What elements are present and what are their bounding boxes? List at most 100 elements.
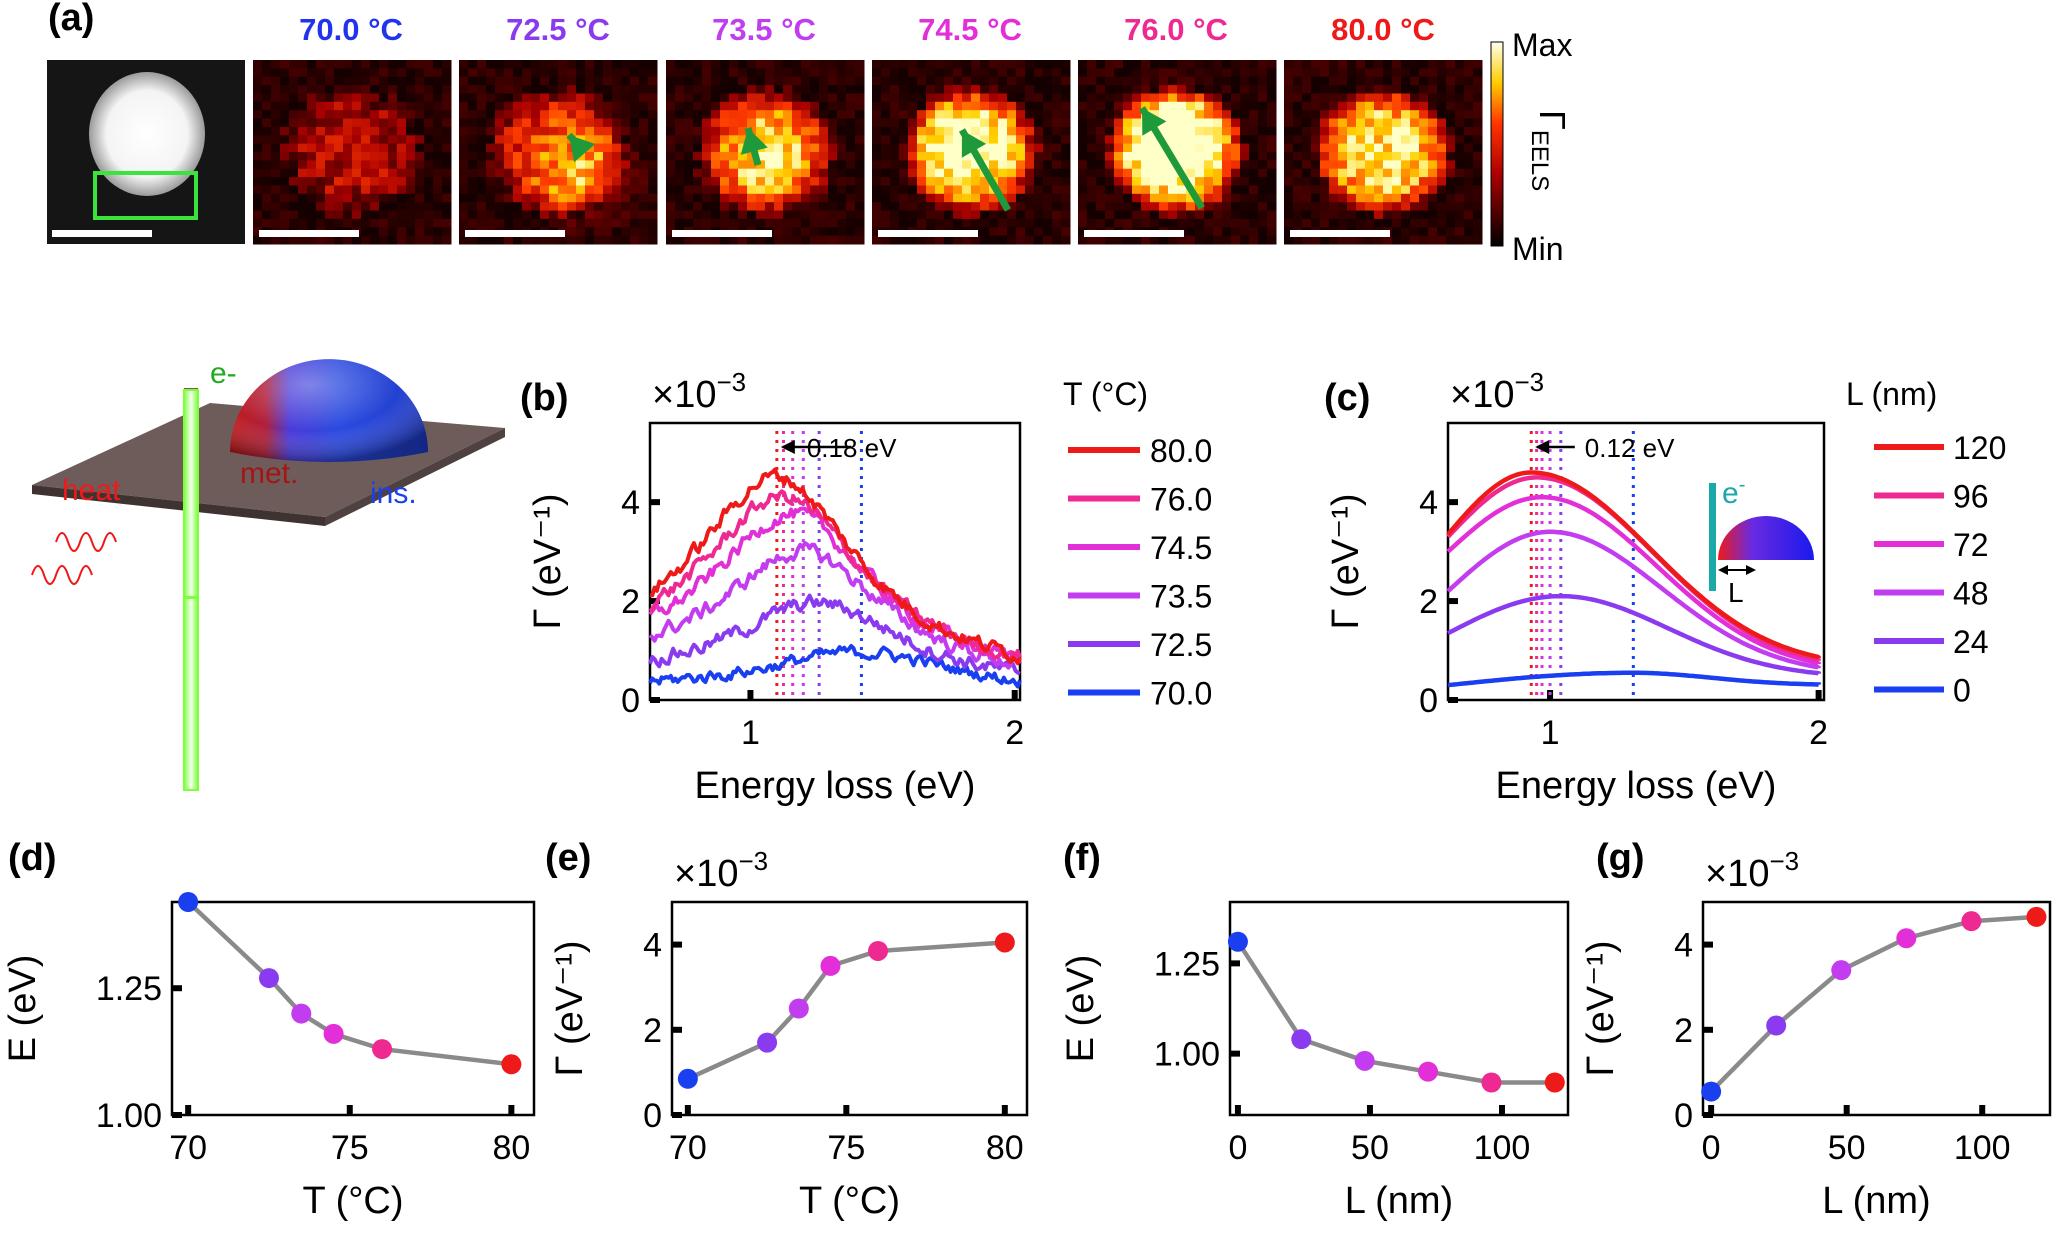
data-point [1701,1081,1722,1102]
arrow-head-icon [961,130,987,158]
y-tick-label: 4 [643,927,662,965]
data-point [1896,928,1917,949]
panel-a-maps: 70.0 °C 72.5 °C 73.5 °C 74.5 °C 76.0 °C … [47,12,1573,267]
x-axis-label: Energy loss (eV) [695,765,976,807]
data-point [2026,906,2047,927]
panel-label-a: (a) [48,0,94,39]
data-point [1418,1061,1439,1082]
schematic: e- heat met. ins. [31,357,505,791]
scale-bar [1084,230,1184,237]
data-point [1766,1015,1787,1036]
shift-annotation: 0.18 eV [807,433,897,463]
y-axis-label: E (eV) [2,955,44,1063]
axes-frame [1228,900,1570,1117]
x-axis-label: L (nm) [1822,1180,1930,1222]
spectrum-line [649,467,1022,666]
legend-title: L (nm) [1846,376,1937,412]
selection-box [93,171,198,220]
inset-schematic: e- L [1709,474,1814,608]
chart-d: 70 75 80 1.00 1.25 T (°C) E (eV) [2,892,536,1222]
data-point [757,1032,778,1053]
data-point [788,998,809,1019]
x-tick-label: 2 [1005,714,1024,752]
axis-multiplier: ×10−3 [674,846,768,895]
legend-label: 72 [1953,527,1989,563]
legend-label: 96 [1953,479,1989,515]
spectrum-line [1446,470,1821,660]
data-point [178,892,199,912]
y-tick-label: 4 [621,484,640,522]
trend-line [1236,940,1555,1085]
shift-annotation: 0.12 eV [1585,433,1675,463]
y-tick-label: 2 [643,1012,662,1050]
data-point [258,968,279,989]
panel-label-f: (f) [1063,837,1101,879]
ins-label: ins. [370,477,417,510]
chart-f: 0 50 100 1.00 1.25 L (nm) E (eV) [1060,900,1570,1222]
chart-b: 1 2 0 2 4 Energy loss (eV) Γ (eV⁻¹) ×10−3 0.18 e… [527,367,1212,807]
inset-L-label: L [1728,577,1744,608]
y-tick-label: 0 [621,682,640,720]
spectrum-line [648,593,1021,676]
spectrum-line [1446,529,1821,670]
x-tick-label: 0 [1228,1129,1247,1167]
y-tick-label: 4 [1674,927,1693,965]
map-title-73-5: 73.5 °C [712,12,816,47]
electron-beam-upper [183,389,199,598]
colorbar-max: Max [1512,27,1572,63]
arrow-left-icon [1535,440,1550,454]
heat-wave-icon [55,532,117,552]
axis-multiplier: ×10−3 [1705,846,1799,895]
y-axis-label: Γ (eV⁻¹) [1580,941,1622,1077]
colorbar-min: Min [1512,231,1564,267]
y-axis-label: Γ (eV⁻¹) [527,494,569,630]
scale-bar [1290,230,1390,237]
data-point [1544,1072,1565,1093]
heat-wave-icon [31,565,93,585]
x-tick-label: 100 [1474,1129,1531,1167]
y-axis-label: Γ (eV⁻¹) [549,941,591,1077]
axes-frame [1446,421,1826,702]
spectrum-line [1447,670,1821,688]
panel-label-d: (d) [8,837,57,879]
x-tick-label: 50 [1828,1129,1866,1167]
y-tick-label: 2 [1419,583,1438,621]
x-tick-label: 70 [169,1129,207,1167]
legend-label: 80.0 [1150,433,1212,469]
data-point [1961,911,1982,932]
chart-g: 0 50 100 0 2 4 L (nm) Γ (eV⁻¹) ×10−3 [1580,846,2052,1222]
data-point [868,940,889,961]
data-point [1831,960,1852,981]
data-point [501,1054,522,1075]
x-axis-label: T (°C) [302,1180,403,1222]
arrow-head-icon [740,128,768,155]
data-point [1227,931,1248,952]
colorbar-label: ΓEELS [1526,110,1573,191]
legend-label: 76.0 [1150,482,1212,518]
x-tick-label: 2 [1809,714,1828,752]
scale-bar [259,230,359,237]
y-tick-label: 4 [1419,484,1438,522]
y-axis-label: Γ (eV⁻¹) [1325,494,1367,630]
x-axis-label: T (°C) [799,1180,900,1222]
x-tick-label: 80 [492,1129,530,1167]
scale-bar [878,230,978,237]
scale-bar [672,230,772,237]
data-point [1291,1029,1312,1050]
spectrum-line [648,489,1022,661]
trend-line [686,940,1005,1081]
x-axis-label: Energy loss (eV) [1496,765,1777,807]
data-point [994,932,1015,953]
map-title-80: 80.0 °C [1331,12,1435,47]
colorbar: Max Min ΓEELS [1490,27,1573,267]
data-point [1354,1050,1375,1071]
inset-beam [1709,483,1716,591]
x-tick-label: 1 [1541,714,1560,752]
x-tick-label: 80 [986,1129,1024,1167]
data-point [372,1039,393,1060]
spectrum-line [648,644,1022,689]
trend-line [186,900,512,1067]
eels-map [872,60,1071,245]
eels-map [1078,60,1277,245]
